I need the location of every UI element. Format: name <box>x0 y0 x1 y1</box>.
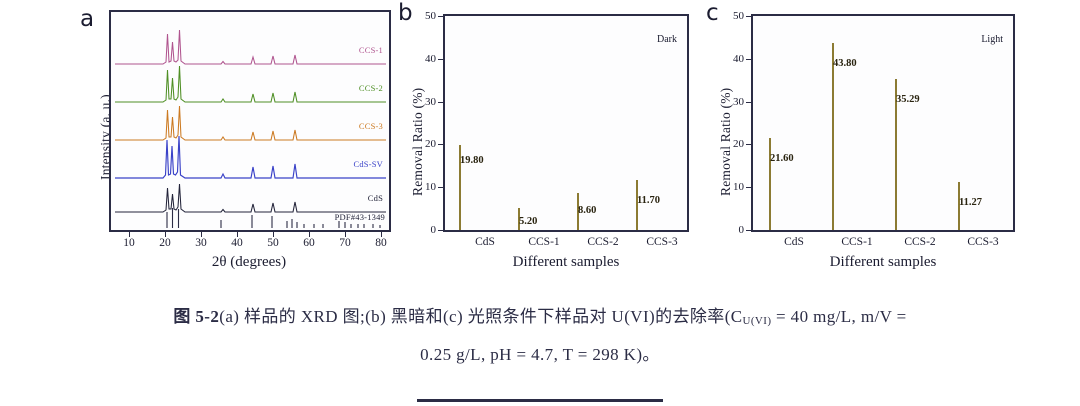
panel-b-bar-cds: 19.80 <box>459 16 507 230</box>
panel-b-ytick-10 <box>438 187 443 188</box>
panel-a-xtick-label-40: 40 <box>231 237 243 249</box>
caption-line-1: 图 5-2(a) 样品的 XRD 图;(b) 黑暗和(c) 光照条件下样品对 U… <box>0 300 1080 338</box>
panel-c-ytick-50 <box>746 16 751 17</box>
panel-b-xtick-label-ccs-2: CCS-2 <box>587 236 619 248</box>
panel-b-ytick-40 <box>438 59 443 60</box>
panel-a-xtick-label-20: 20 <box>159 237 171 249</box>
panel-b-bar-ccs-3: 11.70 <box>636 16 684 230</box>
xrd-curves-svg <box>115 29 386 228</box>
panel-c-ytick-20 <box>746 144 751 145</box>
panel-a-x-axis-title: 2θ (degrees) <box>211 254 287 270</box>
panel-a-plot-frame: CCS-1 CCS-2 CCS-3 CdS-SV CdS PDF#43-1349 <box>109 10 391 232</box>
page-bottom-rule <box>417 399 663 402</box>
panel-b-bar-ccs-2: 8.60 <box>577 16 625 230</box>
panel-c-ytick-label-50: 50 <box>733 10 744 22</box>
panel-c-bar-cds: 21.60 <box>769 16 819 230</box>
panel-b-letter: b <box>398 0 413 26</box>
panel-c-xtick-label-cds: CdS <box>784 236 804 248</box>
panel-c-xtick-label-ccs-1: CCS-1 <box>841 236 873 248</box>
panel-c-bar-ccs-3: 11.27 <box>958 16 1008 230</box>
panel-c-light-bar-chart: c Removal Ratio (%) 21.60 43.80 35.29 <box>700 0 1020 292</box>
panel-b-ytick-20 <box>438 144 443 145</box>
xrd-curve-label-cds-sv: CdS-SV <box>353 159 383 169</box>
panel-a-letter: a <box>80 6 95 32</box>
panel-c-ytick-label-30: 30 <box>733 96 744 108</box>
panel-b-bar-ccs-1: 5.20 <box>518 16 566 230</box>
panel-b-dark-bar-chart: b Removal Ratio (%) 19.80 5.20 8.60 <box>398 0 698 292</box>
panel-c-plot-frame: 21.60 43.80 35.29 11.27 Light <box>751 14 1015 232</box>
panel-a-xtick-label-70: 70 <box>339 237 351 249</box>
panel-a-xtick-70 <box>345 232 346 237</box>
caption-line-1-text: (a) 样品的 XRD 图;(b) 黑暗和(c) 光照条件下样品对 U(VI)的… <box>219 307 743 326</box>
panel-a-xtick-60 <box>309 232 310 237</box>
panel-b-ytick-label-20: 20 <box>425 138 436 150</box>
panel-b-xtick-label-cds: CdS <box>475 236 495 248</box>
xrd-curve-label-ccs-2: CCS-2 <box>358 83 383 93</box>
panel-c-ytick-label-0: 0 <box>738 224 745 236</box>
panel-a-xtick-20 <box>165 232 166 237</box>
xrd-curve-label-ccs-3: CCS-3 <box>358 121 383 131</box>
panel-c-letter: c <box>706 0 719 26</box>
panel-c-ytick-30 <box>746 102 751 103</box>
panel-b-ytick-label-0: 0 <box>430 224 437 236</box>
panel-a-xtick-label-60: 60 <box>303 237 315 249</box>
panel-a-xtick-80 <box>381 232 382 237</box>
panel-c-x-axis-title: Different samples <box>829 254 937 270</box>
panel-a-xtick-50 <box>273 232 274 237</box>
panel-b-xtick-label-ccs-3: CCS-3 <box>646 236 678 248</box>
panel-c-ytick-40 <box>746 59 751 60</box>
panel-b-ytick-30 <box>438 102 443 103</box>
panel-a-xtick-label-10: 10 <box>123 237 135 249</box>
caption-figure-number: 图 5-2 <box>173 307 220 326</box>
panel-b-ytick-label-40: 40 <box>425 53 436 65</box>
panel-c-xtick-label-ccs-2: CCS-2 <box>904 236 936 248</box>
panel-c-ytick-label-10: 10 <box>733 181 744 193</box>
panel-c-ytick-label-40: 40 <box>733 53 744 65</box>
panel-b-ytick-label-50: 50 <box>425 10 436 22</box>
xrd-curve-label-cds: CdS <box>367 193 383 203</box>
panel-b-ytick-label-10: 10 <box>425 181 436 193</box>
panel-a-xtick-40 <box>237 232 238 237</box>
caption-concentration-subscript: U(VI) <box>742 315 772 327</box>
panel-c-ytick-label-20: 20 <box>733 138 744 150</box>
panel-b-xtick-label-ccs-1: CCS-1 <box>528 236 560 248</box>
panel-b-ytick-0 <box>438 230 443 231</box>
xrd-curve-label-ccs-1: CCS-1 <box>358 45 383 55</box>
panel-a-xtick-label-30: 30 <box>195 237 207 249</box>
figure-caption: 图 5-2(a) 样品的 XRD 图;(b) 黑暗和(c) 光照条件下样品对 U… <box>0 300 1080 372</box>
panel-a-xtick-30 <box>201 232 202 237</box>
panel-c-condition-label: Light <box>981 34 1003 45</box>
panel-a-xtick-label-80: 80 <box>375 237 387 249</box>
panel-a-xtick-10 <box>129 232 130 237</box>
panel-a-xrd: a Intensity (a. u.) <box>76 0 398 292</box>
panel-b-condition-label: Dark <box>657 34 677 45</box>
panel-b-plot-frame: 19.80 5.20 8.60 11.70 Dark <box>443 14 689 232</box>
xrd-curve-label-pdf-card: PDF#43-1349 <box>334 212 385 222</box>
panel-a-xtick-label-50: 50 <box>267 237 279 249</box>
panel-b-ytick-label-30: 30 <box>425 96 436 108</box>
panel-b-x-axis-title: Different samples <box>512 254 620 270</box>
caption-line-2: 0.25 g/L, pH = 4.7, T = 298 K)。 <box>420 345 660 364</box>
panel-c-ytick-10 <box>746 187 751 188</box>
panel-b-ytick-50 <box>438 16 443 17</box>
caption-line-1-tail: = 40 mg/L, m/V = <box>771 307 907 326</box>
panel-c-bar-ccs-1: 43.80 <box>832 16 882 230</box>
panel-c-bar-ccs-2: 35.29 <box>895 16 945 230</box>
panel-c-ytick-0 <box>746 230 751 231</box>
panel-c-xtick-label-ccs-3: CCS-3 <box>967 236 999 248</box>
figure-row: a Intensity (a. u.) <box>76 0 1020 292</box>
